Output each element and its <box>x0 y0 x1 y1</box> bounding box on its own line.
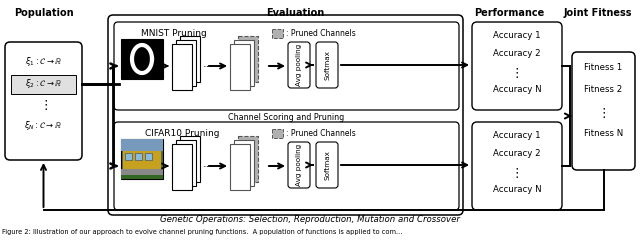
Bar <box>242 32 262 78</box>
Bar <box>125 153 132 160</box>
Bar <box>121 175 163 179</box>
Text: Avg pooling: Avg pooling <box>296 144 302 186</box>
FancyBboxPatch shape <box>114 22 459 110</box>
Bar <box>238 36 258 82</box>
Bar <box>11 75 76 94</box>
Bar <box>242 132 262 178</box>
Bar <box>121 139 163 151</box>
FancyBboxPatch shape <box>288 142 310 188</box>
Bar <box>121 39 163 79</box>
Text: : Pruned Channels: : Pruned Channels <box>286 129 356 138</box>
Bar <box>121 139 163 179</box>
FancyBboxPatch shape <box>316 42 338 88</box>
FancyBboxPatch shape <box>108 15 463 215</box>
FancyBboxPatch shape <box>472 22 562 110</box>
Text: Fitness 2: Fitness 2 <box>584 85 623 94</box>
Text: $\xi_1:\mathcal{C}\to\mathbb{R}$: $\xi_1:\mathcal{C}\to\mathbb{R}$ <box>25 55 62 68</box>
Text: Evaluation: Evaluation <box>266 8 324 18</box>
Text: Accuracy N: Accuracy N <box>493 85 541 94</box>
Bar <box>145 153 152 160</box>
Text: Performance: Performance <box>474 8 544 18</box>
Text: ⋮: ⋮ <box>511 68 524 81</box>
Text: Channel Scoring and Pruning: Channel Scoring and Pruning <box>228 113 344 122</box>
Bar <box>123 151 161 169</box>
Bar <box>176 140 196 186</box>
Text: Fitness 1: Fitness 1 <box>584 63 623 73</box>
FancyBboxPatch shape <box>114 122 459 210</box>
Bar <box>172 144 192 190</box>
Text: $\xi_N:\mathcal{C}\to\mathbb{R}$: $\xi_N:\mathcal{C}\to\mathbb{R}$ <box>24 119 63 131</box>
Text: ⋮: ⋮ <box>511 167 524 181</box>
Text: Figure 2: Illustration of our approach to evolve channel pruning functions.  A p: Figure 2: Illustration of our approach t… <box>2 229 403 235</box>
Text: Accuracy 1: Accuracy 1 <box>493 31 541 40</box>
FancyBboxPatch shape <box>572 52 635 170</box>
Text: Softmax: Softmax <box>324 50 330 80</box>
Text: CIFAR10 Pruning: CIFAR10 Pruning <box>145 129 220 138</box>
FancyBboxPatch shape <box>288 42 310 88</box>
Text: Avg pooling: Avg pooling <box>296 44 302 86</box>
Text: Accuracy 1: Accuracy 1 <box>493 131 541 141</box>
Text: : Pruned Channels: : Pruned Channels <box>286 29 356 38</box>
Text: Joint Fitness: Joint Fitness <box>564 8 632 18</box>
Bar <box>180 136 200 182</box>
Text: ...: ... <box>203 59 213 69</box>
Bar <box>272 129 283 138</box>
Bar <box>176 40 196 86</box>
Bar <box>234 40 254 86</box>
Bar <box>135 153 142 160</box>
Text: Softmax: Softmax <box>324 150 330 180</box>
Text: $\vdots$: $\vdots$ <box>39 98 48 112</box>
Bar <box>234 140 254 186</box>
Text: Accuracy 2: Accuracy 2 <box>493 50 541 59</box>
Text: Genetic Operations: Selection, Reproduction, Mutation and Crossover: Genetic Operations: Selection, Reproduct… <box>160 214 460 224</box>
FancyBboxPatch shape <box>472 122 562 210</box>
FancyBboxPatch shape <box>5 42 82 160</box>
Bar <box>180 36 200 82</box>
Text: Accuracy N: Accuracy N <box>493 186 541 195</box>
Bar <box>238 136 258 182</box>
Bar <box>121 169 163 179</box>
Text: ...: ... <box>203 159 213 169</box>
Text: ⋮: ⋮ <box>597 107 610 121</box>
Text: $\xi_2:\mathcal{C}\to\mathbb{R}$: $\xi_2:\mathcal{C}\to\mathbb{R}$ <box>25 77 62 91</box>
Bar <box>172 44 192 90</box>
Bar <box>272 29 283 38</box>
Text: Population: Population <box>14 8 74 18</box>
Bar <box>230 44 250 90</box>
Bar <box>230 144 250 190</box>
Text: MNIST Pruning: MNIST Pruning <box>141 29 207 38</box>
Text: Fitness N: Fitness N <box>584 129 623 138</box>
Text: Accuracy 2: Accuracy 2 <box>493 150 541 159</box>
FancyBboxPatch shape <box>316 142 338 188</box>
